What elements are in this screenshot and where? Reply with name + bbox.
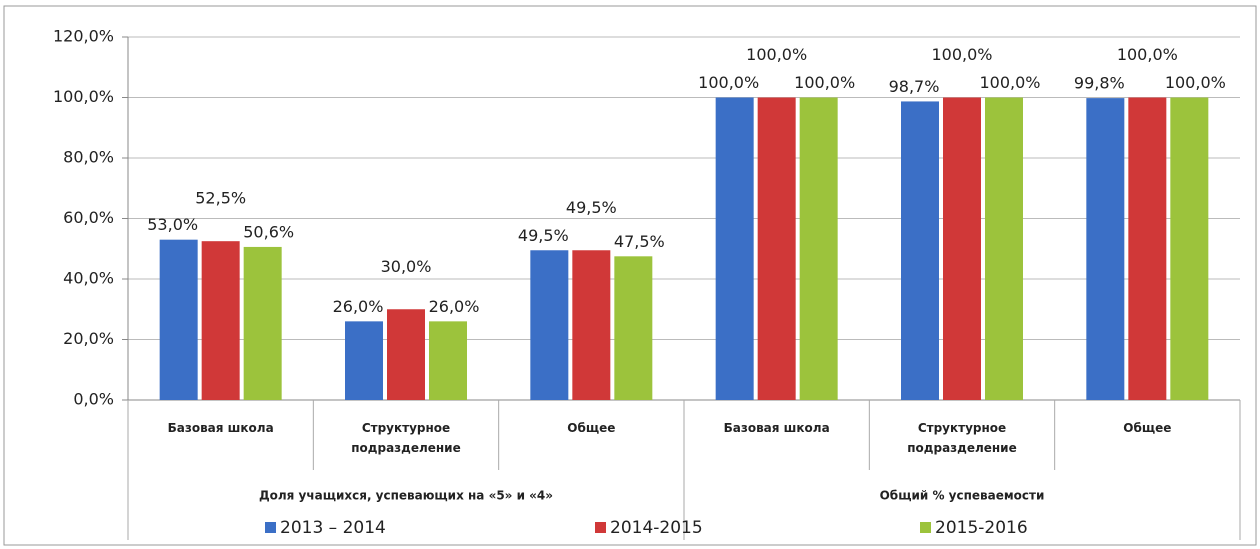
y-tick-label: 100,0% xyxy=(53,87,114,106)
y-tick-label: 20,0% xyxy=(63,329,114,348)
value-label: 100,0% xyxy=(1165,73,1226,92)
bar xyxy=(943,97,981,400)
bar xyxy=(1170,97,1209,400)
x-tick-label: Базовая школа xyxy=(723,421,830,435)
x-tick-label: Структурное подразделение xyxy=(907,421,1017,455)
value-label: 100,0% xyxy=(698,73,759,92)
value-label: 52,5% xyxy=(195,189,246,208)
value-label: 100,0% xyxy=(931,45,992,64)
bar xyxy=(243,246,282,400)
category-label-box: Базовая школа xyxy=(723,421,830,435)
bar xyxy=(799,97,838,400)
category-label-box: Общее xyxy=(1123,421,1172,435)
bar xyxy=(715,97,754,400)
y-tick-label: 40,0% xyxy=(63,269,114,288)
value-label: 100,0% xyxy=(794,73,855,92)
bar xyxy=(159,239,198,400)
bar xyxy=(614,256,653,400)
value-label: 53,0% xyxy=(147,215,198,234)
bar xyxy=(901,101,939,401)
value-label: 100,0% xyxy=(746,45,807,64)
bar xyxy=(985,97,1023,400)
x-tick-label: Общее xyxy=(567,421,616,435)
category-label-box: Структурное подразделение xyxy=(907,421,1017,455)
value-label: 47,5% xyxy=(614,232,665,251)
bar xyxy=(345,321,383,400)
x-tick-label: Базовая школа xyxy=(167,421,274,435)
bar xyxy=(1128,97,1167,400)
category-label-box: Базовая школа xyxy=(167,421,274,435)
bar xyxy=(530,250,569,400)
x-tick-label: Общее xyxy=(1123,421,1172,435)
legend-swatch xyxy=(920,522,931,533)
category-label-box: Общее xyxy=(567,421,616,435)
bar xyxy=(1086,98,1125,400)
value-label: 99,8% xyxy=(1074,74,1125,93)
value-label: 26,0% xyxy=(333,297,384,316)
value-label: 50,6% xyxy=(243,222,294,241)
legend-label: 2014-2015 xyxy=(610,518,703,538)
bar xyxy=(572,250,611,400)
y-tick-label: 120,0% xyxy=(53,27,114,46)
y-tick-label: 60,0% xyxy=(63,208,114,227)
bar xyxy=(757,97,796,400)
value-label: 49,5% xyxy=(518,226,569,245)
category-label-box: Структурное подразделение xyxy=(351,421,461,455)
value-label: 100,0% xyxy=(979,73,1040,92)
legend-label: 2015-2016 xyxy=(935,518,1028,538)
value-label: 26,0% xyxy=(429,297,480,316)
legend-label: 2013 – 2014 xyxy=(280,518,386,538)
y-tick-label: 0,0% xyxy=(73,390,114,409)
legend-swatch xyxy=(265,522,276,533)
bar xyxy=(201,241,240,400)
x-tick-label: Структурное подразделение xyxy=(351,421,461,455)
bar xyxy=(429,321,467,400)
group-label: Общий % успеваемости xyxy=(880,489,1045,503)
value-label: 30,0% xyxy=(381,257,432,276)
y-tick-label: 80,0% xyxy=(63,148,114,167)
value-label: 98,7% xyxy=(889,77,940,96)
value-label: 49,5% xyxy=(566,198,617,217)
bar xyxy=(387,309,425,400)
group-label: Доля учащихся, успевающих на «5» и «4» xyxy=(259,489,553,503)
legend-swatch xyxy=(595,522,606,533)
value-label: 100,0% xyxy=(1117,45,1178,64)
